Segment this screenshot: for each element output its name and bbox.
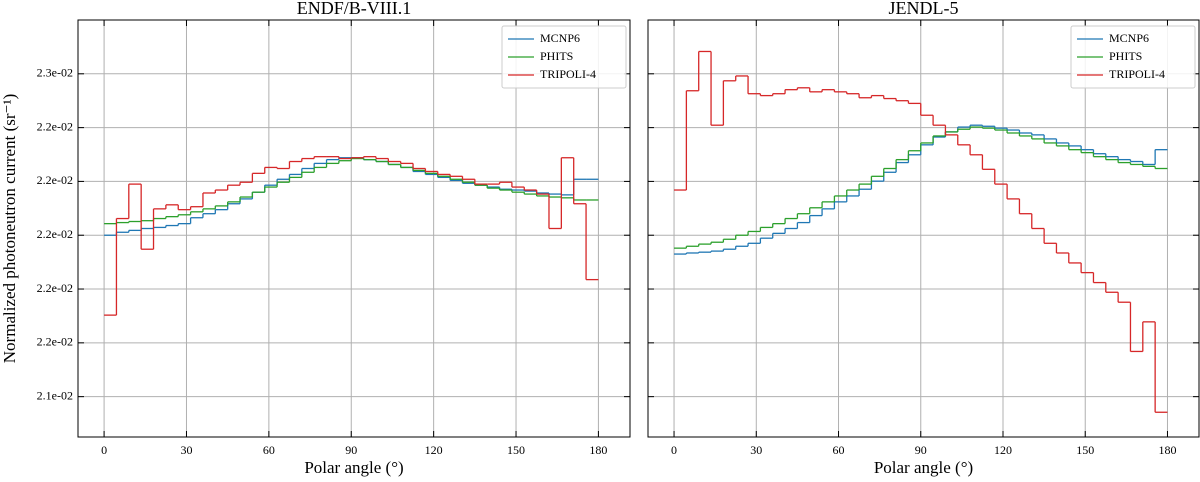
chart-title: JENDL-5 <box>889 0 959 18</box>
plot-frame <box>647 19 1200 438</box>
x-axis-label: Polar angle (°) <box>874 458 973 477</box>
y-tick-label: 2.2e-02 <box>37 335 73 349</box>
x-tick-label: 150 <box>1076 443 1094 457</box>
series-group <box>674 50 1168 413</box>
x-tick-label: 60 <box>263 443 275 457</box>
step-riser <box>685 51 1156 413</box>
y-tick-label: 2.3e-02 <box>37 66 73 80</box>
panel: 0 30 60 90 120 150 180 2.1e-02 2.2e-02 2.2e-02 2.2… <box>0 0 631 477</box>
y-axis-label: Normalized photoneutron current (sr⁻¹) <box>0 94 19 363</box>
x-tick-label: 180 <box>1158 443 1176 457</box>
y-tick-label: 2.2e-02 <box>37 281 73 295</box>
x-tick-label: 150 <box>507 443 525 457</box>
x-tick-label: 90 <box>915 443 927 457</box>
legend-label: TRIPOLI-4 <box>1109 67 1165 81</box>
legend-label: MCNP6 <box>540 31 580 45</box>
chart-title: ENDF/B-VIII.1 <box>297 0 412 18</box>
legend-box <box>501 25 627 89</box>
x-tick-label: 180 <box>589 443 607 457</box>
panel: 0 30 60 90 120 150 180 JENDL-5 Polar angle (°) MC… <box>647 0 1200 477</box>
x-tick-label: 30 <box>750 443 762 457</box>
x-tick-label: 0 <box>671 443 677 457</box>
plot-frame <box>77 19 631 438</box>
x-tick-label: 0 <box>101 443 107 457</box>
y-tick-label: 2.1e-02 <box>37 388 73 402</box>
y-tick-label: 2.2e-02 <box>37 119 73 133</box>
y-tick-label: 2.2e-02 <box>37 173 73 187</box>
legend-label: MCNP6 <box>1109 31 1149 45</box>
legend-label: TRIPOLI-4 <box>540 67 596 81</box>
legend-box <box>1070 25 1196 89</box>
legend: MCNP6 PHITS TRIPOLI-4 <box>501 25 627 89</box>
x-tick-label: 30 <box>180 443 192 457</box>
x-axis-label: Polar angle (°) <box>304 458 403 477</box>
x-tick-label: 60 <box>833 443 845 457</box>
x-tick-label: 120 <box>425 443 443 457</box>
x-tick-label: 120 <box>994 443 1012 457</box>
legend-label: PHITS <box>540 49 573 63</box>
legend: MCNP6 PHITS TRIPOLI-4 <box>1070 25 1196 89</box>
series-group <box>104 156 599 316</box>
legend-label: PHITS <box>1109 49 1142 63</box>
x-tick-label: 90 <box>345 443 357 457</box>
y-tick-label: 2.2e-02 <box>37 227 73 241</box>
